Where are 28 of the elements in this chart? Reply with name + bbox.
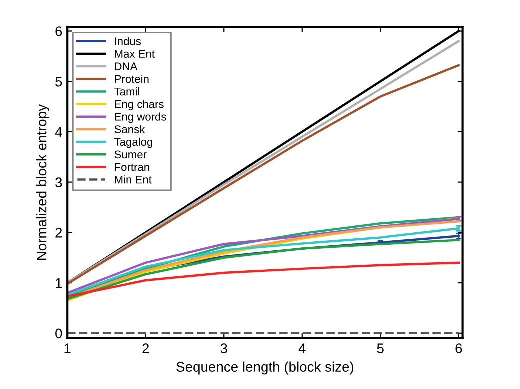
x-tick-label: 3 <box>220 344 228 354</box>
legend-label: Tamil <box>114 88 140 96</box>
legend-label: Sumer <box>114 150 147 159</box>
x-tick-label: 4 <box>298 344 306 354</box>
x-tick-label: 5 <box>377 344 384 354</box>
y-tick-label: 4 <box>55 127 62 138</box>
y-tick-label: 0 <box>56 328 62 339</box>
legend-label: Protein <box>115 74 149 84</box>
y-tick-label: 1 <box>56 278 62 288</box>
y-tick-label: 6 <box>56 26 62 36</box>
legend-label: Tagalog <box>114 138 152 148</box>
x-tick-label: 1 <box>64 344 71 354</box>
y-tick-label: 3 <box>56 178 62 188</box>
legend-label: Sansk <box>114 125 146 134</box>
y-tick-label: 5 <box>56 77 62 87</box>
legend-label: Indus <box>115 37 142 46</box>
y-tick-label: 2 <box>56 228 62 238</box>
legend-label: Eng chars <box>115 100 164 110</box>
legend-label: DNA <box>115 62 138 70</box>
legend-label: Min Ent <box>115 176 152 184</box>
y-axis-title: Normalized block entropy <box>36 104 50 260</box>
x-tick-label: 6 <box>456 344 462 354</box>
x-tick-label: 2 <box>142 344 150 354</box>
x-axis-title: Sequence length (block size) <box>176 362 354 375</box>
legend-label: Fortran <box>115 163 150 172</box>
legend-label: Max Ent <box>115 50 155 58</box>
line-series <box>68 262 460 298</box>
legend-label: Eng words <box>115 112 166 124</box>
